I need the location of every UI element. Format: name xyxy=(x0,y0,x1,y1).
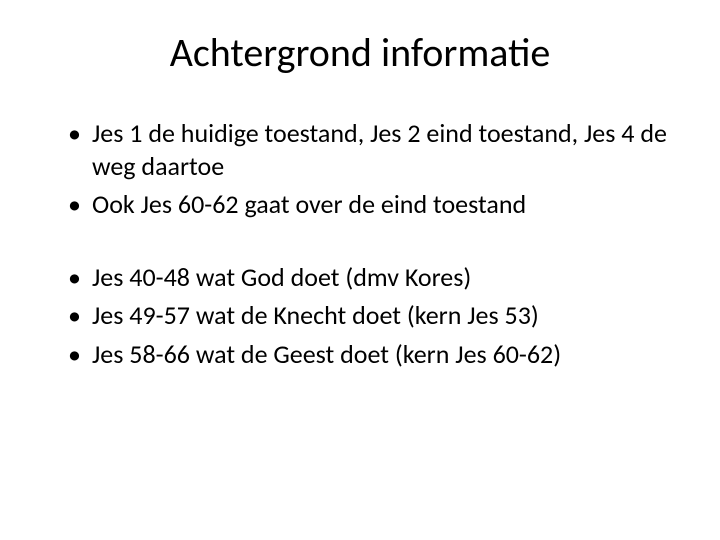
list-item: Jes 1 de huidige toestand, Jes 2 eind to… xyxy=(68,117,672,182)
list-item: Ook Jes 60-62 gaat over de eind toestand xyxy=(68,188,672,221)
list-item: Jes 49-57 wat de Knecht doet (kern Jes 5… xyxy=(68,299,672,332)
slide: Achtergrond informatie Jes 1 de huidige … xyxy=(0,0,720,540)
list-item: Jes 58-66 wat de Geest doet (kern Jes 60… xyxy=(68,338,672,371)
bullet-list: Jes 40-48 wat God doet (dmv Kores) Jes 4… xyxy=(48,261,672,371)
slide-title: Achtergrond informatie xyxy=(48,24,672,77)
spacer xyxy=(48,227,672,261)
list-item: Jes 40-48 wat God doet (dmv Kores) xyxy=(68,261,672,294)
bullet-list: Jes 1 de huidige toestand, Jes 2 eind to… xyxy=(48,117,672,221)
